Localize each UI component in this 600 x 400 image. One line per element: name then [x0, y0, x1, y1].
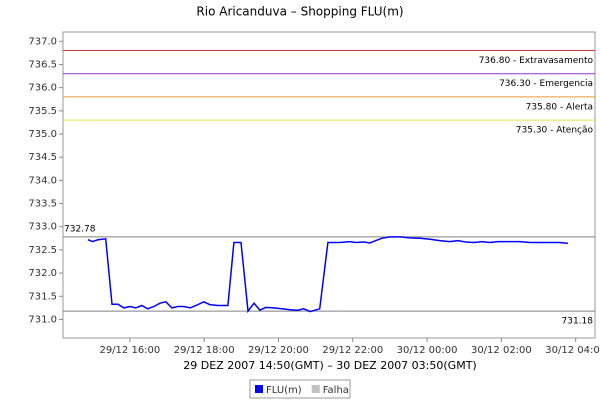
y-tick-label: 735.0 [28, 129, 57, 140]
y-tick-label: 737.0 [28, 36, 57, 47]
y-tick-label: 733.5 [28, 199, 57, 210]
y-tick-label: 735.5 [28, 106, 57, 117]
legend-swatch [255, 385, 263, 393]
y-tick-label: 732.0 [28, 268, 57, 279]
legend-box [249, 379, 351, 399]
plot-area [62, 31, 596, 339]
x-tick-label: 29/12 22:00 [322, 345, 383, 356]
y-tick-label: 731.5 [28, 291, 57, 302]
x-tick-label: 30/12 04:00 [545, 345, 600, 356]
x-tick-label: 29/12 20:00 [248, 345, 309, 356]
threshold-label: 735.80 - Alerta [526, 102, 593, 112]
threshold-label: 732.78 [64, 224, 96, 234]
y-tick-label: 734.5 [28, 152, 57, 163]
legend-label: FLU(m) [266, 385, 302, 396]
x-tick-label: 30/12 02:00 [471, 345, 532, 356]
data-line [87, 236, 568, 314]
threshold-label: 736.80 - Extravasamento [479, 56, 594, 66]
legend-swatch [311, 385, 320, 393]
x-tick-label: 29/12 16:00 [99, 345, 160, 356]
y-tick-label: 736.0 [28, 83, 57, 94]
y-tick-label: 736.5 [28, 59, 57, 70]
y-tick-label: 734.0 [28, 175, 57, 186]
chart-title: Rio Aricanduva – Shopping FLU(m) [196, 5, 403, 19]
threshold-label: 735.30 - Atenção [516, 126, 594, 136]
y-tick-label: 731.0 [28, 314, 57, 325]
x-tick-label: 29/12 18:00 [174, 345, 235, 356]
x-tick-label: 30/12 00:00 [397, 345, 458, 356]
x-axis-label: 29 DEZ 2007 14:50(GMT) – 30 DEZ 2007 03:… [183, 359, 476, 372]
threshold-label: 736.30 - Emergencia [499, 79, 593, 89]
y-tick-label: 732.5 [28, 245, 57, 256]
threshold-label: 731.18 [562, 317, 594, 327]
legend-label: Falha [323, 385, 349, 396]
y-tick-label: 733.0 [28, 222, 57, 233]
